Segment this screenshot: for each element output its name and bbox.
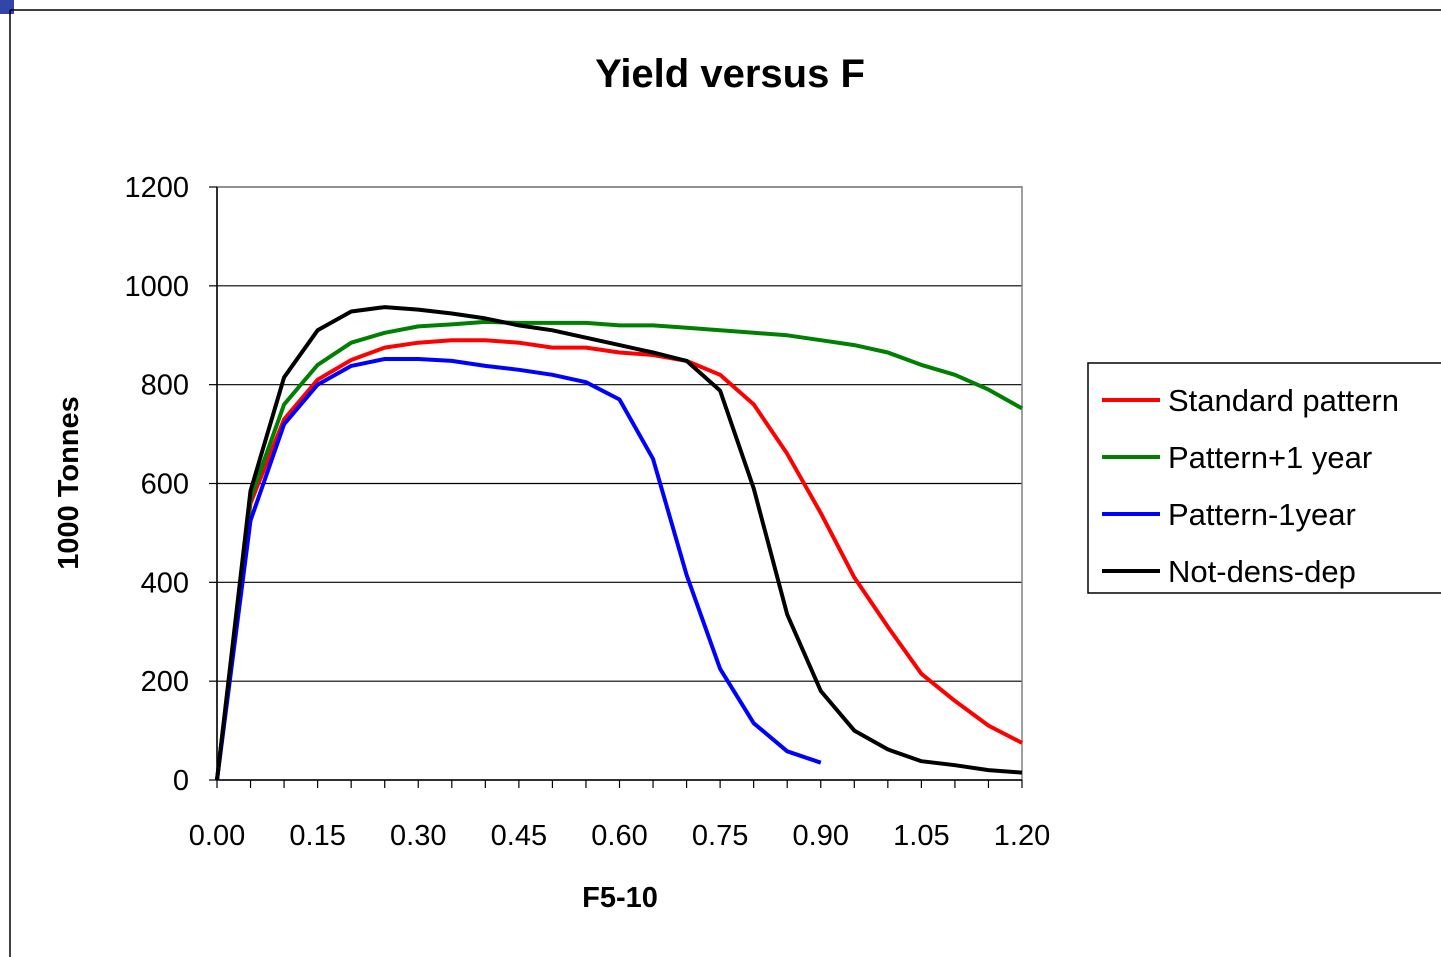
x-tick-label: 0.15 bbox=[289, 820, 345, 852]
legend-label: Pattern-1year bbox=[1168, 497, 1356, 532]
x-tick-label: 0.00 bbox=[189, 820, 245, 852]
x-tick-label: 0.75 bbox=[692, 820, 748, 852]
y-tick-label: 1200 bbox=[124, 172, 189, 204]
legend: Standard pattern Pattern+1 year Pattern-1y… bbox=[1087, 362, 1441, 594]
y-tick-label: 400 bbox=[141, 567, 189, 599]
x-tick-label: 0.45 bbox=[491, 820, 547, 852]
series-layer bbox=[215, 305, 1023, 781]
y-tick-label: 1000 bbox=[124, 271, 189, 303]
x-tick-label: 1.20 bbox=[994, 820, 1050, 852]
x-tick-label: 0.90 bbox=[793, 820, 849, 852]
y-tick-label: 800 bbox=[141, 370, 189, 402]
legend-label: Not-dens-dep bbox=[1168, 554, 1356, 589]
x-tick-label: 0.30 bbox=[390, 820, 446, 852]
series-line-standard-pattern bbox=[215, 338, 1023, 781]
y-tick-label: 200 bbox=[141, 666, 189, 698]
axis-layer: 0 200 400 600 800 1000 1200 0.00 0.15 0.30 0.45 0.6… bbox=[124, 172, 1050, 852]
legend-label: Pattern+1 year bbox=[1168, 440, 1372, 475]
series-line-pattern-1-year bbox=[215, 319, 1023, 781]
y-tick-label: 0 bbox=[173, 765, 189, 797]
chart-title: Yield versus F bbox=[595, 52, 865, 96]
series-line-pattern-1year bbox=[215, 357, 822, 781]
y-tick-label: 600 bbox=[141, 469, 189, 501]
legend-label: Standard pattern bbox=[1168, 383, 1399, 418]
x-axis-title: F5-10 bbox=[582, 882, 658, 914]
x-tick-label: 1.05 bbox=[893, 820, 949, 852]
corner-accent bbox=[0, 0, 14, 14]
grid-layer bbox=[217, 186, 1022, 682]
series-line-not-dens-dep bbox=[215, 305, 1023, 781]
x-tick-label: 0.60 bbox=[591, 820, 647, 852]
y-axis-title: 1000 Tonnes bbox=[53, 396, 85, 570]
